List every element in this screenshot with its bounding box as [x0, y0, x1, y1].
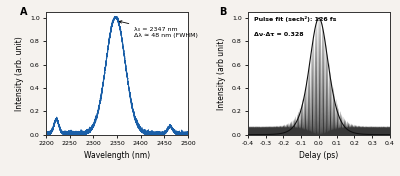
Y-axis label: Intensity (arb. unit): Intensity (arb. unit) [15, 36, 24, 111]
Text: A: A [20, 7, 28, 17]
X-axis label: Delay (ps): Delay (ps) [299, 151, 338, 161]
Y-axis label: Intensity (arb unit): Intensity (arb unit) [217, 37, 226, 110]
Text: λ₀ = 2347 nm
Δλ ≈ 48 nm (FWHM): λ₀ = 2347 nm Δλ ≈ 48 nm (FWHM) [119, 21, 198, 38]
Text: B: B [220, 7, 227, 17]
X-axis label: Wavelength (nm): Wavelength (nm) [84, 151, 150, 161]
Text: Δν·Δτ = 0.328: Δν·Δτ = 0.328 [254, 32, 303, 37]
Text: Pulse fit (sech²): 126 fs: Pulse fit (sech²): 126 fs [254, 16, 336, 22]
